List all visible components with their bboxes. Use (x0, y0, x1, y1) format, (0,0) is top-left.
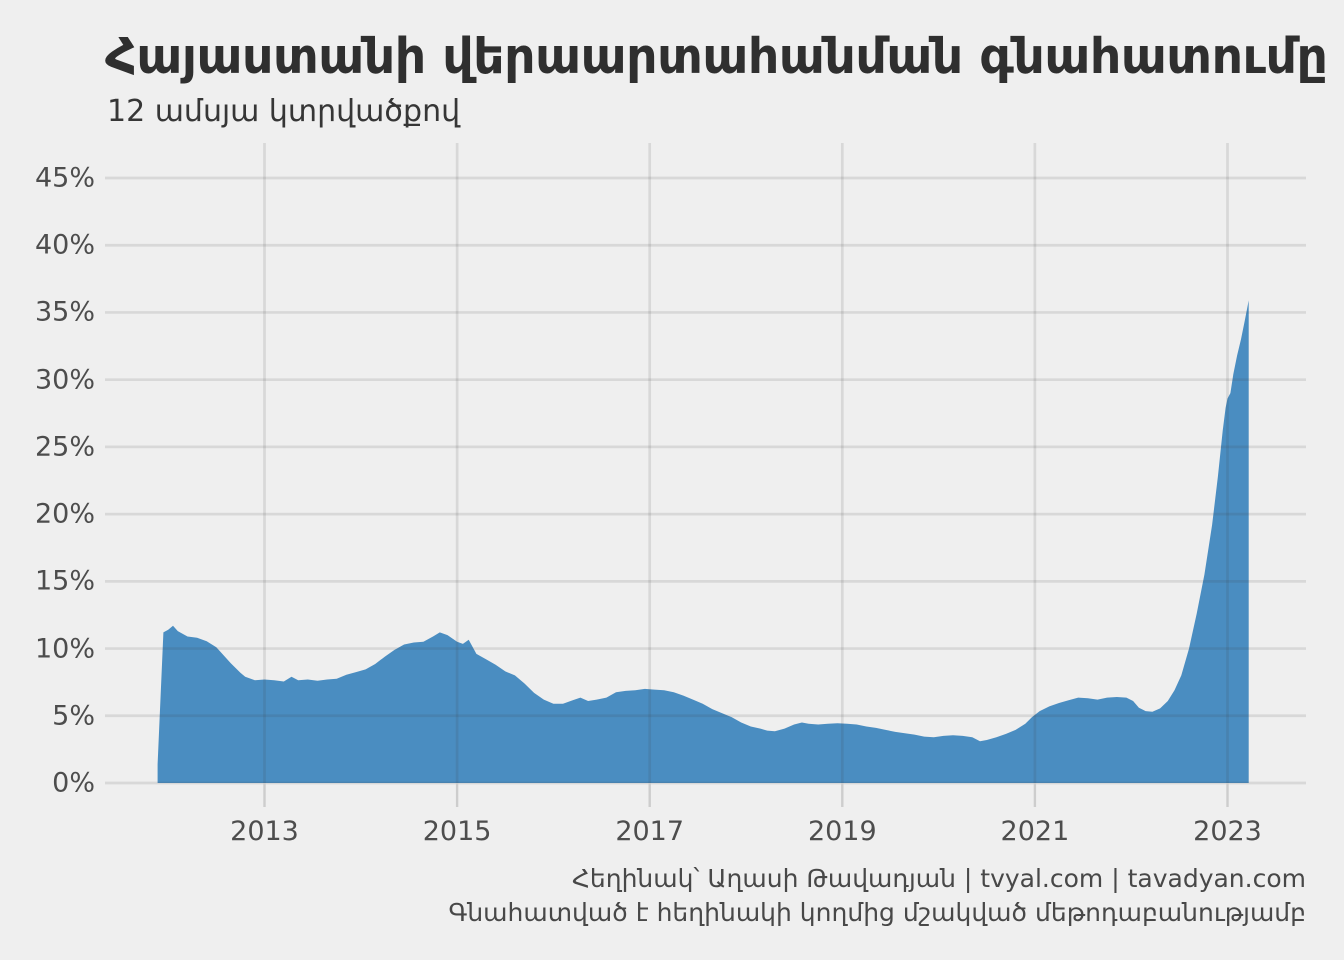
y-axis-label: 5% (52, 700, 95, 732)
y-axis-label: 35% (34, 296, 95, 328)
x-axis-label: 2013 (230, 816, 299, 847)
x-axis-label: 2017 (615, 816, 685, 847)
y-axis-label: 25% (34, 431, 95, 463)
y-axis-label: 40% (34, 229, 95, 261)
caption-author-line: Հեղինակ՝ Աղասի Թավադյան | tvyal.com | ta… (571, 864, 1306, 893)
y-axis-label: 45% (34, 162, 95, 194)
y-axis-label: 10% (34, 633, 95, 665)
x-axis-label: 2019 (807, 816, 877, 847)
x-axis-label: 2021 (1000, 816, 1070, 847)
x-axis-label: 2023 (1193, 816, 1262, 847)
chart-title: Հայաստանի վերաարտահանման գնահատումը (105, 28, 1328, 85)
y-axis-label: 20% (34, 498, 95, 530)
area-series (157, 300, 1249, 783)
chart-subtitle: 12 ամսյա կտրվածքով (107, 94, 461, 129)
y-axis-label: 30% (34, 364, 95, 396)
y-axis-label: 0% (52, 767, 95, 799)
x-axis-label: 2015 (422, 816, 492, 847)
y-axis-label: 15% (34, 565, 95, 597)
caption-methodology-line: Գնահատված է հեղինակի կողմից մշակված մեթո… (448, 898, 1306, 927)
